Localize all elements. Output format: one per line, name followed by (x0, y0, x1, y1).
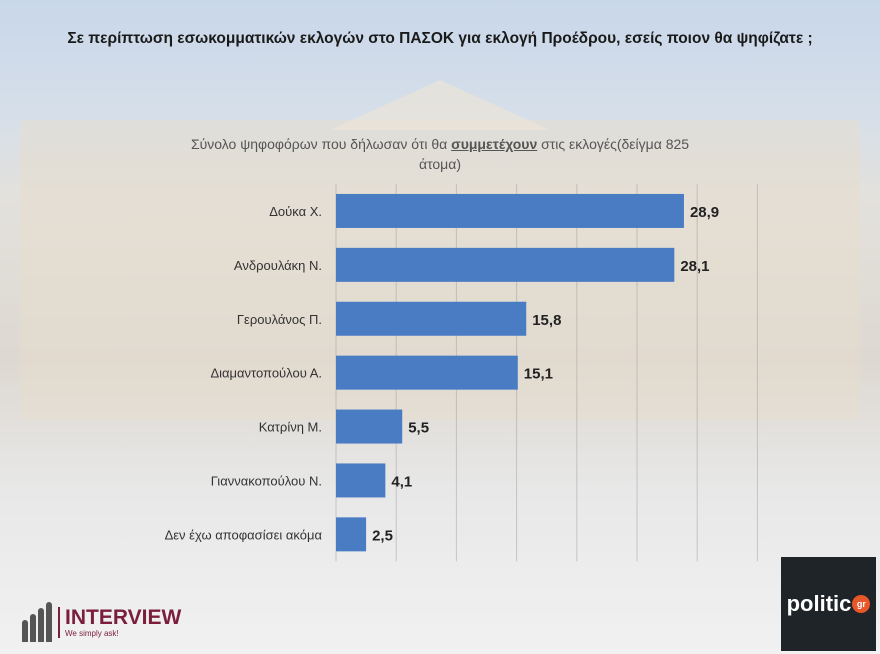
interview-logo: INTERVIEW We simply ask! (22, 602, 181, 642)
bar (336, 409, 403, 444)
politic-logo-name: politic (786, 591, 852, 616)
subtitle-emphasis: συμμετέχουν (451, 136, 538, 152)
politic-logo-badge: gr (852, 595, 871, 613)
bar (336, 517, 367, 552)
interview-logo-mark (22, 602, 52, 642)
chart-title: Σε περίπτωση εσωκομματικών εκλογών στο Π… (67, 30, 813, 47)
category-label: Δούκα Χ. (269, 204, 322, 219)
bar (336, 301, 527, 336)
bar (336, 355, 518, 390)
interview-logo-tagline: We simply ask! (65, 628, 119, 638)
bar (336, 247, 675, 282)
data-label: 28,9 (690, 204, 719, 221)
data-label: 15,1 (524, 366, 553, 383)
data-label: 15,8 (532, 312, 561, 329)
category-label: Κατρίνη Μ. (259, 420, 322, 435)
category-label: Γιαννακοπούλου Ν. (211, 473, 322, 488)
data-label: 28,1 (680, 258, 709, 275)
category-label: Διαμαντοπούλου Α. (210, 366, 322, 381)
bar (336, 463, 386, 498)
bar (336, 193, 684, 228)
data-label: 5,5 (408, 420, 429, 437)
data-label: 4,1 (391, 473, 412, 490)
category-label: Ανδρουλάκη Ν. (234, 258, 322, 273)
data-label: 2,5 (372, 527, 393, 544)
subtitle-text: Σύνολο ψηφοφόρων που δήλωσαν ότι θα (190, 136, 452, 152)
chart-subtitle: Σύνολο ψηφοφόρων που δήλωσαν ότι θα συμμ… (180, 134, 700, 174)
category-label: Δεν έχω αποφασίσει ακόμα (165, 527, 323, 542)
politic-logo: politic gr (781, 557, 876, 651)
subtitle-text: στις εκλογές(δείγμα 825 άτομα) (418, 136, 690, 172)
interview-logo-name: INTERVIEW (65, 605, 182, 629)
category-label: Γερουλάνος Π. (237, 312, 322, 327)
background-pediment (330, 80, 550, 130)
